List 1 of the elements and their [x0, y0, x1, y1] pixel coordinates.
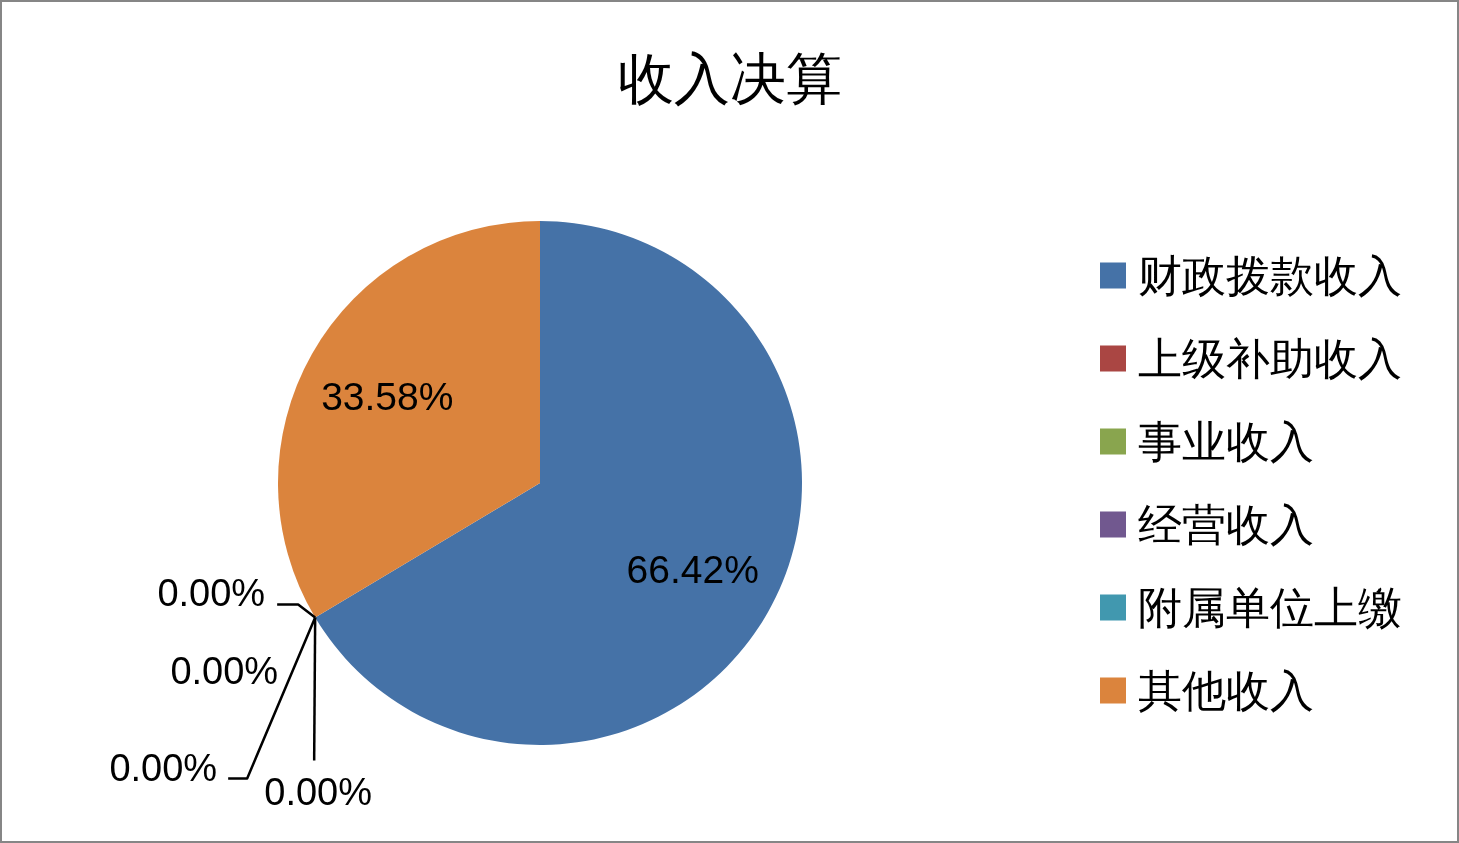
title: 收入决算 — [618, 45, 842, 111]
